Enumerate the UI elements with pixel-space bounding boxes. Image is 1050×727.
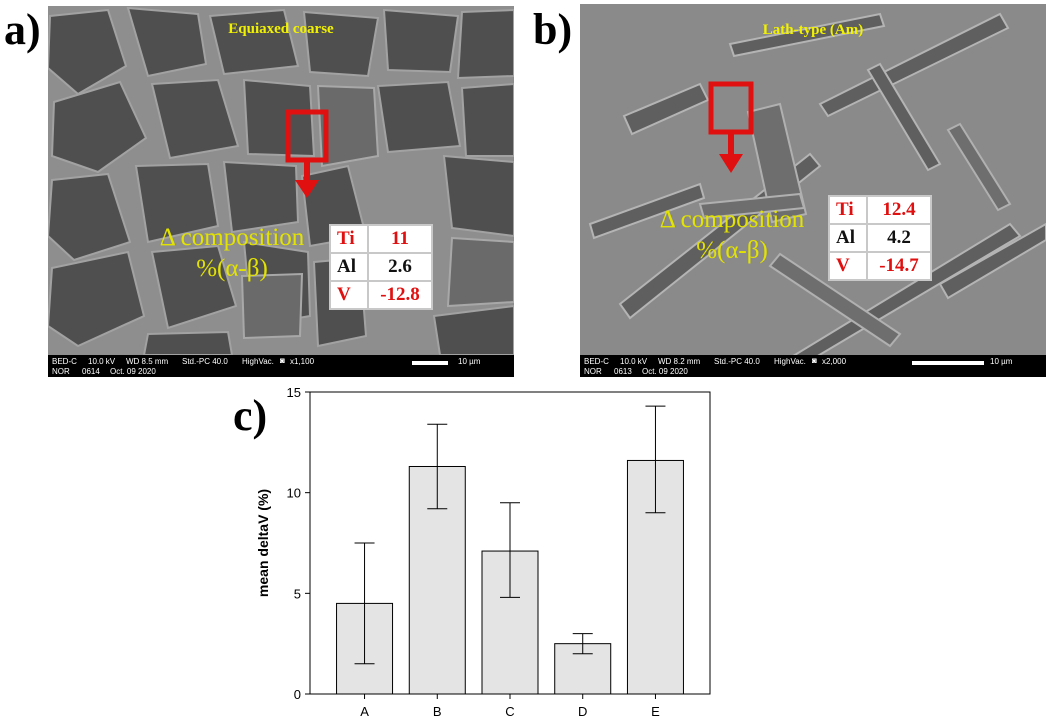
- y-tick-label-10: 10: [287, 486, 301, 501]
- sem-info-bar-a: BED-C 10.0 kV WD 8.5 mm Std.-PC 40.0 Hig…: [48, 355, 514, 377]
- delta-composition-label-a: Δ composition %(α-β): [142, 222, 322, 285]
- y-axis-label: mean deltaV (%): [255, 489, 271, 597]
- micrograph-a-title: Equiaxed coarse: [228, 21, 334, 37]
- composition-table-b: Ti 12.4 Al 4.2 V -14.7: [828, 195, 932, 281]
- scale-bar-a: [412, 361, 448, 365]
- camera-icon-b: ◙: [812, 356, 817, 365]
- delta-composition-label-b: Δ composition %(α-β): [644, 204, 820, 267]
- camera-icon-a: ◙: [280, 356, 285, 365]
- element-ti: Ti: [828, 195, 868, 225]
- value-v: -12.8: [367, 280, 433, 310]
- composition-row-v: V -14.7: [828, 251, 932, 281]
- composition-row-al: Al 4.2: [828, 223, 932, 253]
- info-vac-b: HighVac.: [774, 357, 806, 366]
- micrograph-b: Lath-type (Am) Δ composition %(α-β) Ti 1…: [580, 4, 1046, 377]
- value-ti: 12.4: [866, 195, 932, 225]
- panel-b-letter: b): [533, 5, 573, 54]
- value-v: -14.7: [866, 251, 932, 281]
- info-mode-a: BED-C: [52, 357, 77, 366]
- micrograph-b-title: Lath-type (Am): [762, 22, 864, 38]
- info-wd-a: WD 8.5 mm: [126, 357, 169, 366]
- info-std-b: Std.-PC 40.0: [714, 357, 760, 366]
- info-mag-b: x2,000: [822, 357, 847, 366]
- composition-row-v: V -12.8: [329, 280, 433, 310]
- x-tick-label-B: B: [433, 704, 442, 719]
- bar-chart-container: A B C D E 0 5 10 15 mean deltaV (%): [230, 385, 730, 722]
- y-tick-label-15: 15: [287, 386, 301, 400]
- info-kv-b: 10.0 kV: [620, 357, 648, 366]
- delta-line1-b: Δ composition: [659, 206, 805, 233]
- info-mode-b: BED-C: [584, 357, 609, 366]
- info-kv-a: 10.0 kV: [88, 357, 116, 366]
- composition-row-ti: Ti 11: [329, 224, 433, 254]
- y-tick-label-0: 0: [294, 687, 301, 702]
- info-num-b: 0613: [614, 367, 632, 376]
- delta-line2-a: %(α-β): [196, 255, 268, 283]
- micrograph-a: Equiaxed coarse Δ composition %(α-β) Ti …: [48, 6, 514, 377]
- info-mag-a: x1,100: [290, 357, 315, 366]
- element-al: Al: [329, 252, 369, 282]
- region-marker-b: [708, 81, 754, 173]
- info-wd-b: WD 8.2 mm: [658, 357, 701, 366]
- sem-info-bar-b: BED-C 10.0 kV WD 8.2 mm Std.-PC 40.0 Hig…: [580, 355, 1046, 377]
- panel-c-letter: c): [233, 391, 268, 440]
- x-tick-label-A: A: [360, 704, 369, 719]
- info-date-a: Oct. 09 2020: [110, 367, 156, 376]
- x-tick-label-D: D: [578, 704, 587, 719]
- micrograph-a-texture: [48, 6, 514, 355]
- value-al: 4.2: [866, 223, 932, 253]
- x-tick-label-C: C: [505, 704, 514, 719]
- info-scale-b: 10 µm: [990, 357, 1013, 366]
- info-scale-a: 10 µm: [458, 357, 481, 366]
- panel-a-letter: a): [4, 5, 41, 54]
- value-ti: 11: [367, 224, 433, 254]
- bar-chart: A B C D E 0 5 10 15 mean deltaV (%): [255, 385, 711, 719]
- micrograph-b-texture: [580, 4, 1046, 355]
- scale-bar-b: [912, 361, 984, 365]
- delta-line1-a: Δ composition: [159, 224, 305, 251]
- info-date-b: Oct. 09 2020: [642, 367, 688, 376]
- info-nor-b: NOR: [584, 367, 602, 376]
- region-marker-a: [285, 109, 329, 198]
- composition-row-ti: Ti 12.4: [828, 195, 932, 225]
- delta-line2-b: %(α-β): [696, 237, 768, 265]
- composition-row-al: Al 2.6: [329, 252, 433, 282]
- element-ti: Ti: [329, 224, 369, 254]
- element-v: V: [329, 280, 369, 310]
- x-tick-label-E: E: [651, 704, 660, 719]
- info-num-a: 0614: [82, 367, 100, 376]
- value-al: 2.6: [367, 252, 433, 282]
- info-nor-a: NOR: [52, 367, 70, 376]
- info-vac-a: HighVac.: [242, 357, 274, 366]
- y-tick-label-5: 5: [294, 586, 301, 601]
- element-al: Al: [828, 223, 868, 253]
- composition-table-a: Ti 11 Al 2.6 V -12.8: [329, 224, 433, 310]
- element-v: V: [828, 251, 868, 281]
- info-std-a: Std.-PC 40.0: [182, 357, 228, 366]
